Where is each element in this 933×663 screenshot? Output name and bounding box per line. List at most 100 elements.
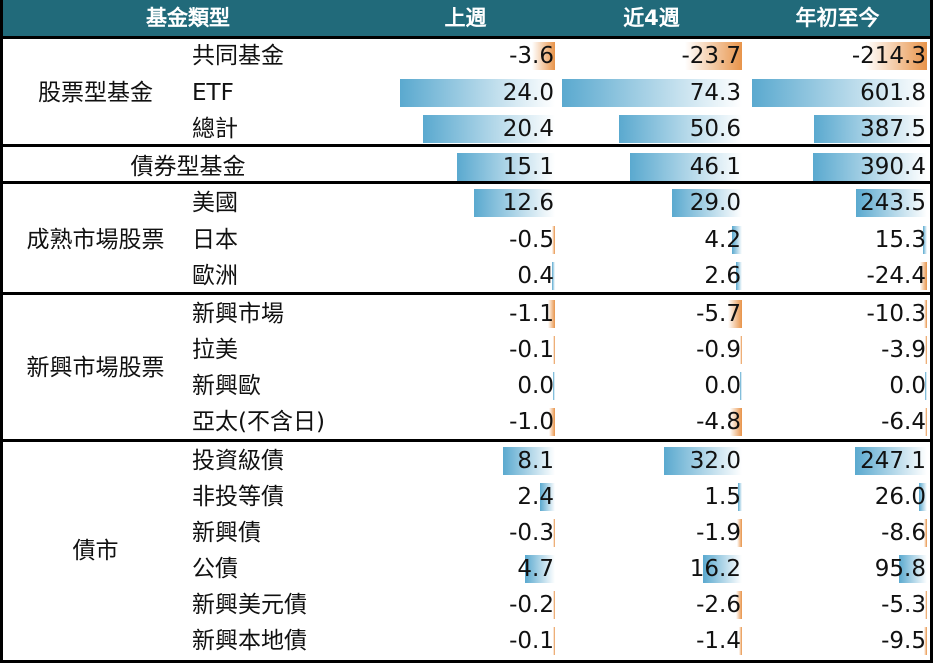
- data-value: 4.2: [704, 227, 741, 253]
- data-value: -1.9: [696, 520, 741, 546]
- row-label: 美國: [192, 190, 238, 216]
- data-bar: [813, 153, 927, 181]
- data-value: -0.1: [509, 628, 554, 654]
- data-bar: [736, 591, 742, 619]
- group-label: 成熟市場股票: [26, 226, 165, 253]
- data-bar: [685, 42, 742, 70]
- data-value: 26.0: [874, 484, 926, 510]
- row-label: 新興市場: [192, 301, 284, 327]
- data-value: -0.5: [509, 227, 554, 253]
- data-bar: [925, 408, 927, 436]
- data-bar: [553, 336, 555, 364]
- data-bar: [924, 300, 927, 328]
- data-bar: [899, 555, 927, 583]
- data-value: -5.3: [881, 592, 926, 618]
- data-value: -10.3: [866, 301, 926, 327]
- data-value: -5.7: [696, 301, 741, 327]
- data-value: 601.8: [860, 80, 926, 106]
- data-bar: [553, 372, 555, 400]
- row-label: 拉美: [192, 337, 238, 363]
- data-value: -23.7: [681, 43, 741, 69]
- data-bar: [474, 189, 555, 217]
- data-value: -0.2: [509, 592, 554, 618]
- table-right-border: [930, 0, 933, 663]
- data-value: -1.0: [509, 409, 554, 435]
- data-bar: [736, 262, 742, 290]
- data-bar: [703, 555, 742, 583]
- data-value: 1.5: [704, 484, 741, 510]
- data-value: -3.9: [881, 337, 926, 363]
- data-value: 0.0: [704, 373, 741, 399]
- data-bar: [925, 591, 927, 619]
- data-value: 20.4: [502, 116, 554, 142]
- data-bar: [630, 153, 742, 181]
- data-bar: [672, 189, 742, 217]
- data-bar: [740, 336, 742, 364]
- row-label: 新興歐: [192, 373, 261, 399]
- data-value: 15.3: [874, 227, 926, 253]
- data-value: 243.5: [860, 190, 926, 216]
- data-value: 2.6: [704, 263, 741, 289]
- data-bar: [925, 336, 927, 364]
- data-value: -8.6: [881, 520, 926, 546]
- data-bar: [423, 115, 555, 143]
- data-value: 390.4: [860, 154, 926, 180]
- data-value: 4.7: [517, 556, 554, 582]
- data-bar: [548, 300, 555, 328]
- data-bar: [525, 555, 555, 583]
- data-value: -1.1: [509, 301, 554, 327]
- data-value: 16.2: [689, 556, 741, 582]
- group-label: 債市: [72, 538, 119, 564]
- data-bar: [737, 519, 742, 547]
- data-value: 50.6: [689, 116, 741, 142]
- data-bar: [552, 226, 555, 254]
- header-last-4-weeks: 近4週: [558, 0, 745, 37]
- data-bar: [553, 519, 555, 547]
- table-bottom-border: [0, 660, 933, 663]
- data-bar: [923, 226, 927, 254]
- data-bar: [457, 153, 555, 181]
- data-bar: [919, 483, 927, 511]
- group-divider: [0, 292, 933, 295]
- data-value: 29.0: [689, 190, 741, 216]
- data-bar: [752, 79, 927, 107]
- data-value: -4.8: [696, 409, 741, 435]
- data-bar: [924, 519, 927, 547]
- table-left-border: [0, 0, 3, 663]
- data-bar: [855, 447, 927, 475]
- row-label: 總計: [192, 116, 238, 142]
- data-value: 247.1: [860, 448, 926, 474]
- row-label: 歐洲: [192, 263, 238, 289]
- row-label: 非投等債: [192, 484, 284, 510]
- data-value: 387.5: [860, 116, 926, 142]
- data-value: -9.5: [881, 628, 926, 654]
- row-label: 新興債: [192, 520, 261, 546]
- data-bar: [549, 408, 555, 436]
- data-value: 15.1: [502, 154, 554, 180]
- data-bar: [856, 189, 927, 217]
- data-value: 95.8: [874, 556, 926, 582]
- data-bar: [814, 115, 927, 143]
- data-value: 24.0: [502, 80, 554, 106]
- data-bar: [865, 42, 927, 70]
- data-bar: [732, 226, 742, 254]
- data-bar: [503, 447, 555, 475]
- data-value: -3.6: [509, 43, 554, 69]
- row-label: 新興美元債: [192, 592, 307, 618]
- data-value: -0.1: [509, 337, 554, 363]
- data-value: 0.0: [889, 373, 926, 399]
- data-value: 12.6: [502, 190, 554, 216]
- data-value: -0.9: [696, 337, 741, 363]
- data-bar: [553, 591, 555, 619]
- row-label: ETF: [192, 80, 234, 106]
- header-last-week: 上週: [373, 0, 558, 37]
- data-value: 2.4: [517, 484, 554, 510]
- group-divider: [0, 439, 933, 442]
- data-value: -2.6: [696, 592, 741, 618]
- group-label: 股票型基金: [38, 79, 153, 106]
- row-label: 投資級債: [192, 448, 284, 474]
- row-label: 公債: [192, 556, 238, 582]
- data-value: -0.3: [509, 520, 554, 546]
